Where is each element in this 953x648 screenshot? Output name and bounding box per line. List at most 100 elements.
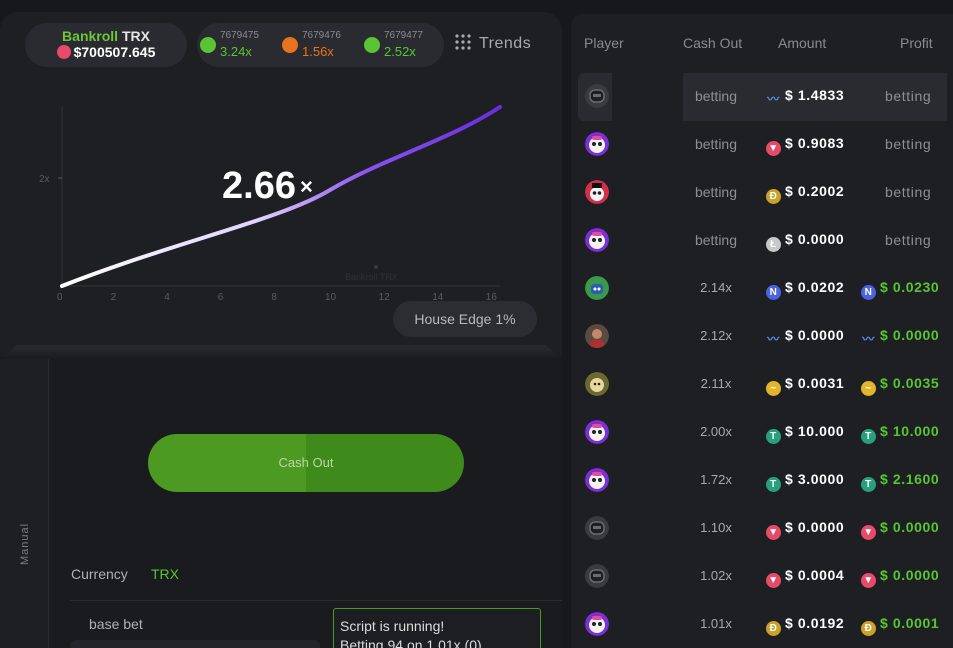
table-row[interactable]: betting 〰 $ 1.4833 betting [578,73,953,121]
doge-icon: Ð [766,621,781,636]
avatar[interactable] [585,564,609,588]
current-multiplier: 2.66 × [222,165,313,207]
amount-value: $ 10.000 [785,423,845,439]
x-tick-label: 2 [111,292,117,303]
table-row[interactable]: 2.11x ~ $ 0.0031 ~ $ 0.0035 [578,361,953,409]
x-tick-label: 4 [164,292,170,303]
avatar[interactable] [585,516,609,540]
cash-out-cell: 1.01x [700,616,732,631]
ltc-icon: Ł [766,237,781,252]
table-row[interactable]: 1.01x Ð $ 0.0192 Ð $ 0.0001 [578,601,953,648]
avatar[interactable] [585,132,609,156]
usdt-icon: T [766,429,781,444]
profit-cell: ~ $ 0.0035 [861,375,939,396]
trx-icon: ▼ [861,525,876,540]
trends-button[interactable]: Trends [455,34,531,53]
avatar[interactable] [585,468,609,492]
y-tick-label: 2x [39,174,50,185]
trends-label: Trends [479,35,532,52]
amount-cell: T $ 3.0000 [766,471,844,492]
house-edge-badge[interactable]: House Edge 1% [393,301,537,337]
cash-out-button[interactable]: Cash Out [148,434,464,492]
header-cash-out[interactable]: Cash Out [683,35,743,51]
nano-icon: N [861,285,876,300]
amount-value: $ 0.0202 [785,279,845,295]
tab-manual[interactable]: Manual [19,522,31,565]
cash-out-cell: betting [694,88,738,104]
trx-icon [56,45,71,59]
x-tick-label: 14 [432,292,444,303]
amount-value: $ 0.2002 [785,183,845,199]
bankroll-currency: TRX [121,28,150,44]
bankroll-label: Bankroll [62,28,119,44]
doge-icon: Ð [861,621,876,636]
amount-cell: Ð $ 0.2002 [766,183,844,204]
bet-controls [0,359,562,648]
header-profit[interactable]: Profit [900,35,933,51]
table-row[interactable]: 2.00x T $ 10.000 T $ 10.000 [578,409,953,457]
profit-cell: N $ 0.0230 [861,279,939,300]
profit-value: $ 2.1600 [880,471,940,487]
header-amount[interactable]: Amount [778,35,827,51]
table-row[interactable]: betting Ł $ 0.0000 betting [578,217,953,265]
multiplier-value: 2.66 [222,165,296,207]
amount-cell: ▼ $ 0.9083 [766,135,844,156]
amount-value: $ 0.9083 [785,135,845,151]
amount-cell: 〰 $ 1.4833 [766,87,844,107]
divider [70,600,562,601]
history-game-id: 7679475 [220,30,259,41]
avatar[interactable] [585,372,609,396]
cash-out-cell: 1.10x [700,520,732,535]
table-row[interactable]: 2.14x N $ 0.0202 N $ 0.0230 [578,265,953,313]
table-row[interactable]: 1.10x ▼ $ 0.0000 ▼ $ 0.0000 [578,505,953,553]
table-row[interactable]: 2.12x 〰 $ 0.0000 〰 $ 0.0000 [578,313,953,361]
profit-cell: betting [885,136,932,152]
wave-icon: 〰 [767,332,780,346]
amount-value: $ 1.4833 [785,87,845,103]
table-row[interactable]: 1.72x T $ 3.0000 T $ 2.1600 [578,457,953,505]
bankroll-amount-row: $700507.645 [25,44,187,60]
avatar[interactable] [585,276,609,300]
usdt-icon: T [861,477,876,492]
profit-value: $ 0.0001 [880,615,940,631]
mode-sidebar [0,359,49,648]
cash-out-cell: 1.02x [700,568,732,583]
base-bet-label: base bet [89,616,143,632]
avatar[interactable] [585,324,609,348]
x-tick-label: 10 [325,292,337,303]
tilde-icon: ~ [861,381,876,396]
nano-icon: N [766,285,781,300]
table-row[interactable]: betting ▼ $ 0.9083 betting [578,121,953,169]
x-tick-label: 8 [271,292,277,303]
history-multiplier: 1.56x [302,44,334,59]
avatar[interactable] [585,420,609,444]
avatar[interactable] [585,84,609,108]
profit-cell: betting [885,232,932,248]
amount-cell: 〰 $ 0.0000 [766,327,844,347]
bankroll-amount: $700507.645 [73,44,156,60]
amount-cell: T $ 10.000 [766,423,844,444]
avatar[interactable] [585,612,609,636]
profit-cell: betting [885,88,932,104]
base-bet-input[interactable] [70,640,320,648]
amount-cell: Ð $ 0.0192 [766,615,844,636]
profit-value: $ 0.0000 [880,327,940,343]
profit-cell: betting [885,184,932,200]
profit-cell: T $ 2.1600 [861,471,939,492]
tilde-icon: ~ [766,381,781,396]
avatar[interactable] [585,228,609,252]
profit-cell: T $ 10.000 [861,423,939,444]
table-row[interactable]: betting Ð $ 0.2002 betting [578,169,953,217]
avatar[interactable] [585,180,609,204]
wave-icon: 〰 [767,92,780,106]
cash-out-cell: 1.72x [700,472,732,487]
profit-value: $ 0.0230 [880,279,940,295]
watermark-dot [374,265,378,269]
multiplier-suffix: × [300,174,313,199]
currency-select[interactable]: TRX [151,566,179,582]
amount-value: $ 3.0000 [785,471,845,487]
x-tick-label: 6 [218,292,224,303]
table-row[interactable]: 1.02x ▼ $ 0.0004 ▼ $ 0.0000 [578,553,953,601]
cash-out-cell: 2.14x [700,280,732,295]
header-player[interactable]: Player [584,35,624,51]
